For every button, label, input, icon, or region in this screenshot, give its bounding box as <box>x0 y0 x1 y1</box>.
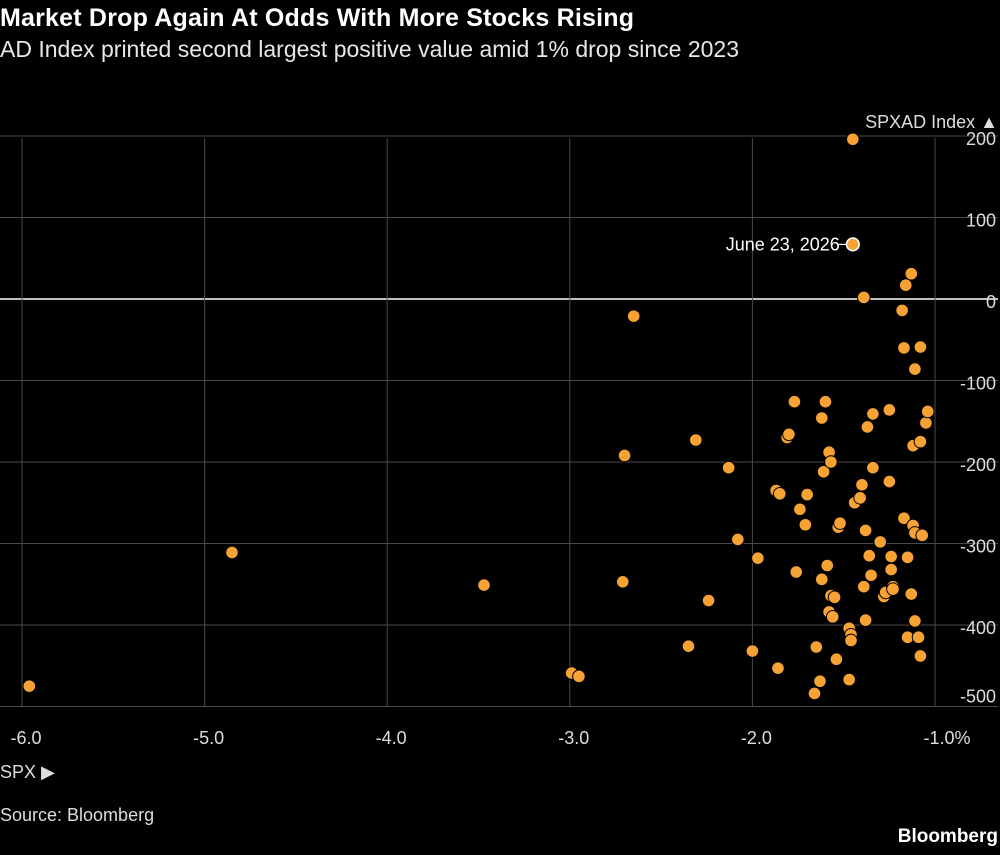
data-point <box>913 340 928 354</box>
x-tick-label: -1.0% <box>923 728 970 748</box>
data-point <box>884 549 898 564</box>
highlighted-point <box>845 237 860 252</box>
y-axis-label: SPXAD Index ▲ <box>865 112 998 132</box>
x-tick-label: -4.0 <box>376 728 407 748</box>
data-point <box>477 578 491 592</box>
data-point <box>813 674 827 689</box>
chart-title: Market Drop Again At Odds With More Stoc… <box>0 4 635 32</box>
data-point <box>772 486 787 501</box>
data-point <box>919 416 933 430</box>
data-point <box>829 652 844 667</box>
data-point <box>844 633 858 648</box>
data-point <box>856 290 871 305</box>
data-point <box>745 644 760 658</box>
data-point <box>911 630 926 645</box>
data-point <box>827 590 842 605</box>
y-tick-label: -400 <box>960 618 996 638</box>
data-point <box>798 517 813 532</box>
y-tick-label: 200 <box>966 129 996 149</box>
data-point <box>721 460 736 475</box>
y-tick-label: -500 <box>960 687 996 707</box>
x-tick-label: -3.0 <box>558 728 589 748</box>
annotations: June 23, 2026 <box>726 234 860 254</box>
data-point <box>833 516 847 530</box>
y-tick-label: -300 <box>960 537 996 557</box>
data-point <box>853 491 867 505</box>
data-point <box>751 551 765 565</box>
data-point <box>22 679 37 693</box>
data-point <box>915 528 930 543</box>
data-point <box>789 565 804 579</box>
data-point <box>897 341 911 355</box>
data-point <box>842 672 856 687</box>
data-point <box>809 640 824 654</box>
data-point <box>864 568 878 583</box>
data-point <box>897 511 911 526</box>
data-point <box>617 448 632 463</box>
data-point <box>882 474 897 489</box>
source-note: Source: Bloomberg <box>0 805 155 825</box>
data-point <box>884 562 898 577</box>
data-point <box>814 572 829 587</box>
data-point <box>862 548 877 563</box>
data-point <box>615 575 630 589</box>
data-point <box>824 455 838 469</box>
data-point <box>866 460 880 475</box>
data-point <box>900 550 915 565</box>
data-point <box>701 593 716 608</box>
data-point <box>908 614 922 628</box>
y-tick-label: -200 <box>960 455 996 475</box>
annotation-label: June 23, 2026 <box>726 234 840 254</box>
x-tick-label: -2.0 <box>741 728 772 748</box>
data-point <box>771 661 785 675</box>
data-point <box>626 309 641 323</box>
data-point <box>807 686 822 701</box>
data-point <box>681 639 696 653</box>
data-point <box>787 394 802 409</box>
data-point <box>886 582 900 596</box>
data-point <box>913 434 928 449</box>
data-point <box>855 478 869 492</box>
data-point <box>688 433 703 447</box>
data-point <box>913 649 928 663</box>
bloomberg-logo: Bloomberg <box>897 826 998 847</box>
data-point <box>908 362 922 376</box>
data-points <box>22 132 935 701</box>
chart-subtitle: AD Index printed second largest positive… <box>0 36 739 62</box>
data-point <box>818 394 833 409</box>
data-point <box>816 464 831 479</box>
data-point <box>858 613 873 627</box>
data-point <box>846 132 860 147</box>
data-point <box>800 487 814 502</box>
x-tick-label: -6.0 <box>10 728 41 748</box>
data-point <box>882 403 897 417</box>
x-tick-labels: -6.0 -5.0 -4.0 -3.0 -2.0 -1.0% <box>10 728 970 748</box>
y-tick-label: 0 <box>986 292 996 312</box>
x-tick-label: -5.0 <box>193 728 224 748</box>
data-point <box>793 502 807 517</box>
data-point <box>904 587 919 601</box>
data-point <box>898 278 913 292</box>
y-tick-label: 100 <box>966 211 996 231</box>
data-point <box>572 669 586 684</box>
data-point <box>825 610 840 624</box>
x-axis-label: SPX ▶ <box>0 762 55 782</box>
data-point <box>730 532 745 547</box>
data-point <box>820 558 835 573</box>
data-point <box>856 579 871 594</box>
data-point <box>904 266 919 281</box>
data-point <box>814 411 829 425</box>
grid-lines <box>0 135 998 707</box>
data-point <box>860 420 875 434</box>
y-tick-label: -100 <box>960 374 996 394</box>
data-point <box>920 404 935 419</box>
data-point <box>782 427 796 442</box>
data-point <box>225 545 239 560</box>
data-point <box>873 535 888 549</box>
data-point <box>866 407 880 421</box>
y-tick-labels: 200 100 0 -100 -200 -300 -400 -500 <box>960 129 996 707</box>
data-point <box>858 523 873 538</box>
data-point <box>895 303 909 318</box>
